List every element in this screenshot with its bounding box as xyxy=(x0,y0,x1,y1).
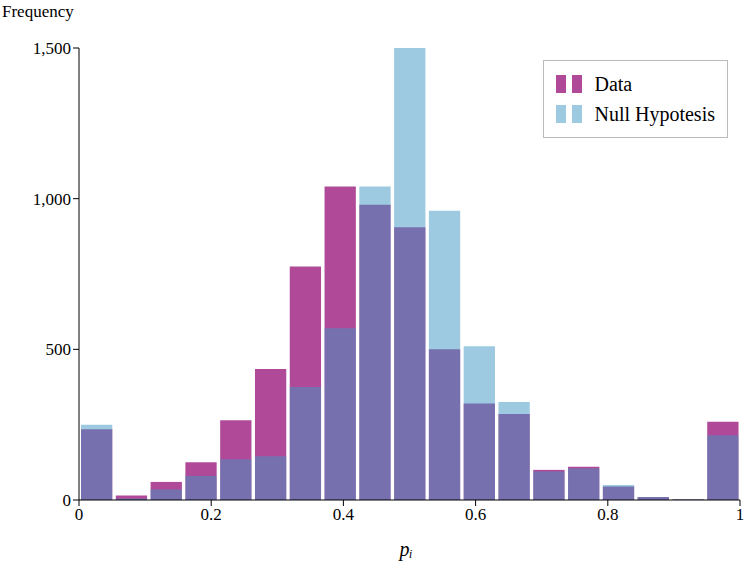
svg-text:500: 500 xyxy=(46,340,72,359)
svg-text:0: 0 xyxy=(75,505,84,524)
svg-text:0.6: 0.6 xyxy=(465,505,486,524)
svg-text:1,000: 1,000 xyxy=(33,190,71,209)
svg-text:1,500: 1,500 xyxy=(33,39,71,58)
svg-text:1: 1 xyxy=(736,505,738,524)
html-text:Null Hypotesis: Null Hypotesis xyxy=(594,103,715,125)
svg-text:0.2: 0.2 xyxy=(201,505,222,524)
svg-text:0: 0 xyxy=(63,491,72,510)
html-text:Data: Data xyxy=(594,73,633,95)
svg-text:0.4: 0.4 xyxy=(333,505,355,524)
svg-text:0.8: 0.8 xyxy=(597,505,618,524)
html-text:pᵢ: pᵢ xyxy=(399,538,413,560)
html-text:Frequency: Frequency xyxy=(2,2,74,21)
